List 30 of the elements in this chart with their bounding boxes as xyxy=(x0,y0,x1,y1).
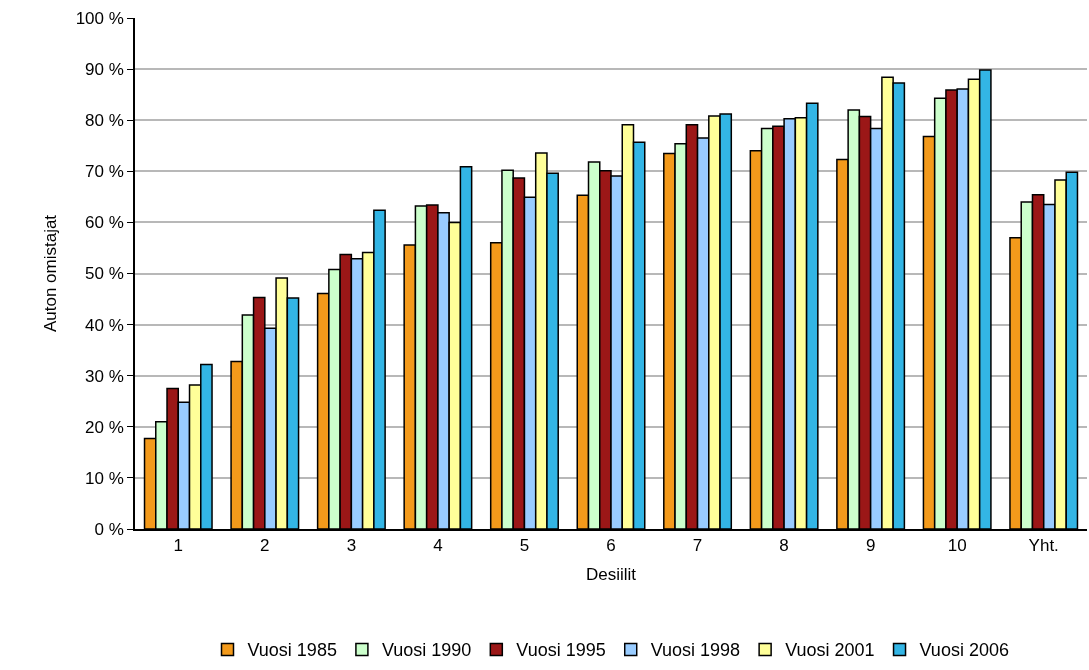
x-tick-label: 10 xyxy=(947,536,967,556)
y-tick-label: 50 % xyxy=(85,264,124,284)
y-axis-title: Auton omistajat xyxy=(40,214,60,333)
x-tick-label: 7 xyxy=(692,536,703,556)
legend-label: Vuosi 1990 xyxy=(381,640,472,661)
x-axis-title: Desiilit xyxy=(585,565,637,585)
x-tick-label: 9 xyxy=(865,536,876,556)
y-tick-label: 10 % xyxy=(85,468,124,488)
y-tick-label: 100 % xyxy=(75,8,124,28)
y-tick-label: 90 % xyxy=(85,60,124,80)
y-tick-label: 80 % xyxy=(85,111,124,131)
x-tick-label: 8 xyxy=(779,536,789,556)
legend-label: Vuosi 1985 xyxy=(247,640,337,661)
legend-label: Vuosi 2006 xyxy=(919,640,1009,661)
legend-label: Vuosi 1998 xyxy=(650,640,741,661)
y-tick-label: 70 % xyxy=(85,162,124,182)
legend-label: Vuosi 2001 xyxy=(785,640,875,661)
y-tick-label: 30 % xyxy=(85,366,124,386)
x-tick-label: 5 xyxy=(519,536,530,556)
x-tick-label: 4 xyxy=(433,536,443,556)
y-tick-label: 20 % xyxy=(85,417,124,437)
x-tick-label: 6 xyxy=(606,536,616,556)
y-tick-label: 40 % xyxy=(85,315,124,335)
x-tick-label: Yht. xyxy=(1028,536,1059,556)
x-tick-label: 2 xyxy=(260,536,270,556)
y-tick-label: 0 % xyxy=(94,519,124,539)
x-tick-label: 1 xyxy=(173,536,183,556)
legend-label: Vuosi 1995 xyxy=(516,640,606,661)
x-tick-label: 3 xyxy=(346,536,357,556)
y-tick-label: 60 % xyxy=(85,213,124,233)
